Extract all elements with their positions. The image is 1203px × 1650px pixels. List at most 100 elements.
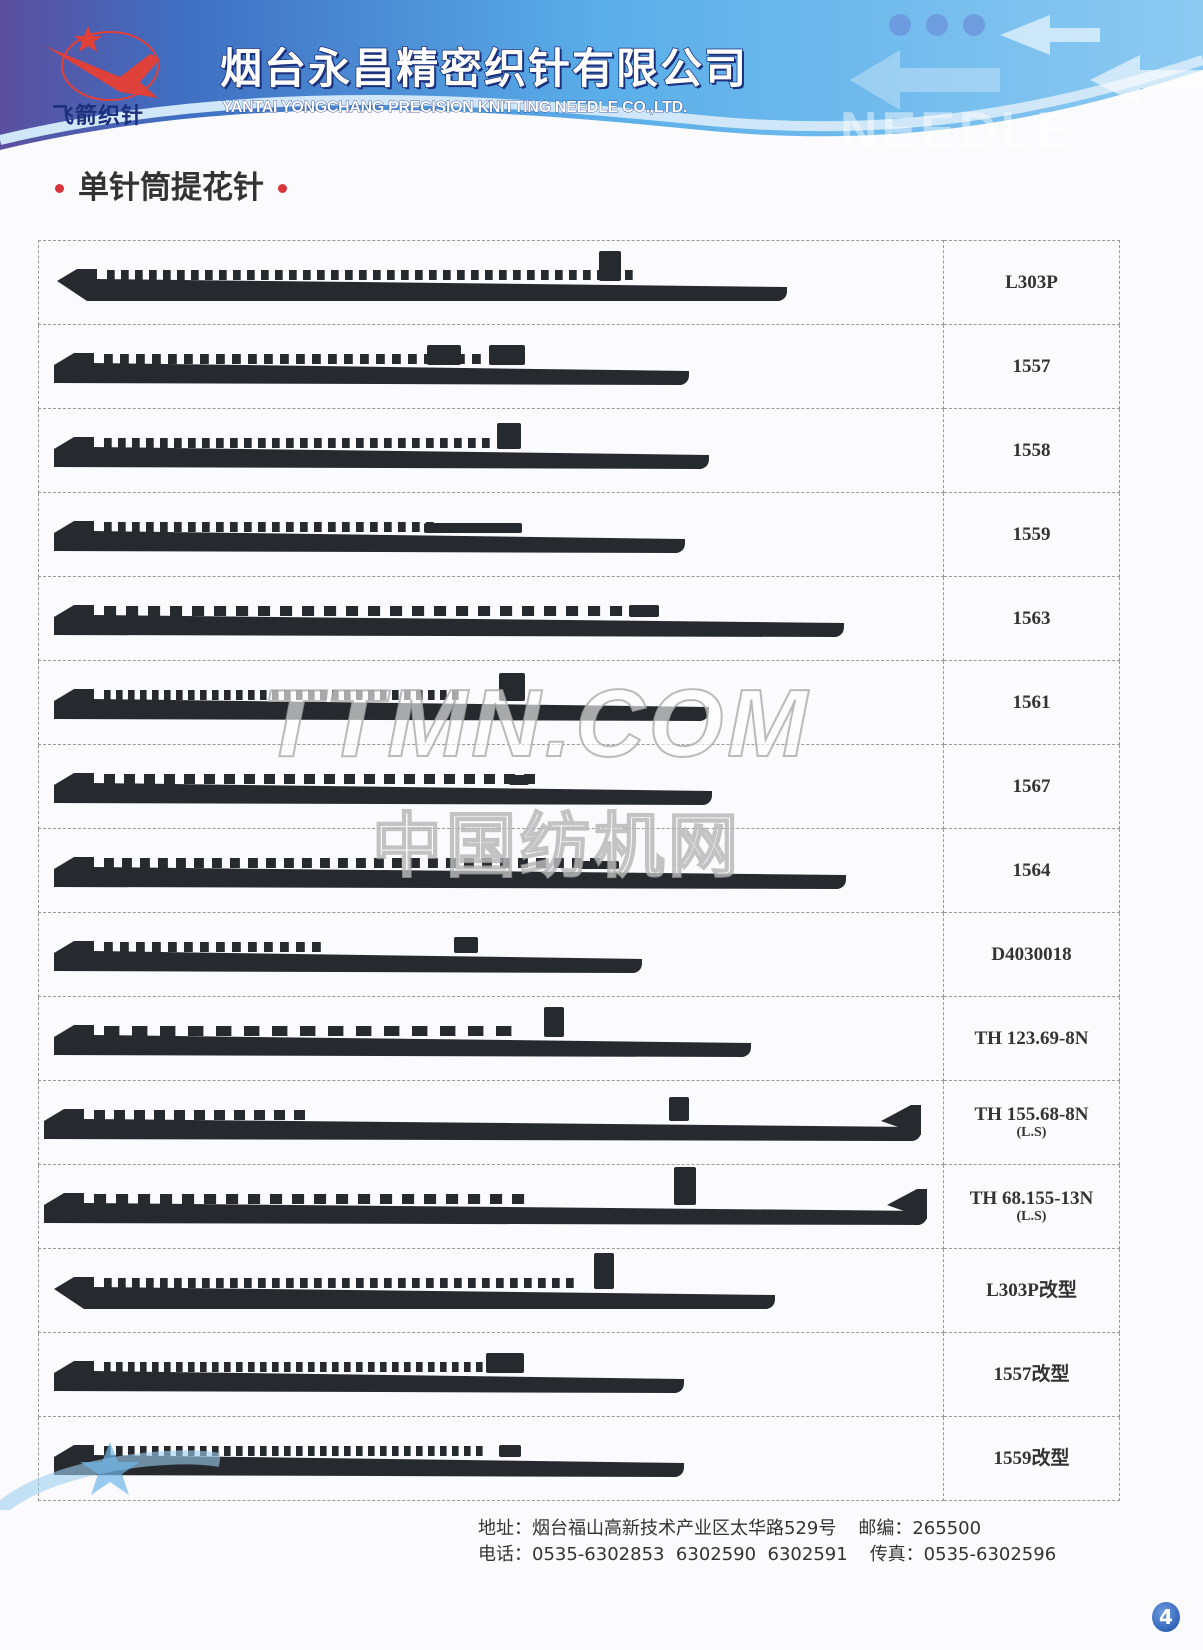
needle-shank: [57, 269, 787, 301]
needle-tooth: [471, 270, 479, 280]
needle-butt: [499, 1445, 521, 1457]
needle-tooth: [583, 270, 591, 280]
needle-tooth: [332, 690, 339, 700]
model-number: 1561: [1012, 691, 1051, 713]
needle-tooth: [104, 858, 114, 868]
needle-drawing: [54, 673, 709, 721]
needle-tooth: [401, 270, 409, 280]
needle-shank: [54, 773, 712, 805]
needle-tooth: [398, 522, 406, 532]
needle-butt: [424, 523, 522, 533]
needle-tooth: [408, 354, 417, 364]
needle-tooth: [104, 1362, 111, 1372]
needle-tooth: [132, 522, 140, 532]
needle-tooth: [544, 606, 557, 616]
needle-tooth: [188, 438, 196, 448]
needle-tooth: [513, 270, 521, 280]
needle-tooth: [184, 774, 195, 784]
needle-tooth: [134, 1110, 145, 1120]
needle-tooth: [512, 1194, 525, 1204]
needle-tooth: [224, 1446, 231, 1456]
table-row: 1559: [38, 492, 1120, 577]
needle-tooth: [248, 690, 255, 700]
needle-tooth: [136, 942, 145, 952]
needle-tooth: [120, 942, 129, 952]
needle-tooth: [303, 270, 311, 280]
needle-tooth: [160, 438, 168, 448]
needle-tooth: [314, 1194, 327, 1204]
needle-tooth: [328, 354, 337, 364]
model-number: 1564: [1012, 859, 1051, 881]
needle-tooth: [416, 1362, 423, 1372]
needle-tooth: [286, 438, 294, 448]
needle-tooth: [104, 1026, 120, 1036]
footer-contact: 地址：烟台福山高新技术产业区太华路529号 邮编：265500 电话：0535-6…: [478, 1516, 1078, 1568]
needle-tooth: [314, 522, 322, 532]
needle-tooth: [342, 438, 350, 448]
needle-tooth: [132, 1026, 148, 1036]
needle-tooth: [312, 942, 321, 952]
needle-tooth: [177, 270, 185, 280]
needle-tooth: [296, 354, 305, 364]
needle-tooth: [194, 858, 204, 868]
model-cell: 1561: [943, 660, 1120, 745]
needle-tooth: [224, 1362, 231, 1372]
needle-tooth: [356, 1446, 363, 1456]
needle-image-cell: [38, 1332, 944, 1417]
needle-tooth: [384, 774, 395, 784]
needle-image-cell: [38, 660, 944, 745]
footer-address: 地址：烟台福山高新技术产业区太华路529号: [478, 1518, 837, 1539]
needle-tooth: [342, 522, 350, 532]
needle-shank: [54, 1361, 684, 1393]
needle-tooth: [284, 774, 295, 784]
needle-tooth: [440, 1278, 448, 1288]
needle-tooth: [300, 1026, 316, 1036]
needle-tooth: [496, 1278, 504, 1288]
needle-tooth: [152, 690, 159, 700]
needle-tooth: [230, 438, 238, 448]
table-row: D4030018: [38, 912, 1120, 997]
needle-tooth: [342, 1278, 350, 1288]
needle-tooth: [152, 1362, 159, 1372]
needle-tooth: [308, 690, 315, 700]
needle-tooth: [254, 1110, 265, 1120]
needle-butt: [599, 251, 621, 281]
model-cell: L303P: [943, 240, 1120, 325]
needle-tooth: [440, 1362, 447, 1372]
needle-tooth: [188, 522, 196, 532]
needle-tooth: [188, 1026, 204, 1036]
needle-shank: [54, 1277, 775, 1309]
table-row: L303P改型: [38, 1248, 1120, 1333]
needle-tooth: [404, 690, 411, 700]
needle-tooth: [216, 354, 225, 364]
needle-tooth: [244, 1026, 260, 1036]
needle-tooth: [244, 774, 255, 784]
needle-shank: [54, 437, 709, 469]
needle-tooth: [452, 1362, 459, 1372]
needle-shank: [44, 1193, 927, 1225]
needle-tooth: [121, 270, 129, 280]
needle-shank: [54, 1445, 684, 1477]
needle-tooth: [272, 522, 280, 532]
needle-tooth: [275, 270, 283, 280]
needle-tooth: [320, 858, 330, 868]
model-number: 1558: [1012, 439, 1051, 461]
model-number: 1567: [1012, 775, 1051, 797]
needle-tooth: [356, 1026, 372, 1036]
model-number: L303P: [1005, 271, 1058, 293]
needle-drawing: [54, 937, 642, 973]
needle-tooth: [464, 774, 475, 784]
needle-tooth: [320, 690, 327, 700]
needle-tooth: [392, 1362, 399, 1372]
table-row: TH 155.68-8N (L.S): [38, 1080, 1120, 1165]
needle-tooth: [485, 270, 493, 280]
needle-tooth: [146, 438, 154, 448]
table-row: TH 123.69-8N: [38, 996, 1120, 1081]
needle-tooth: [234, 1110, 245, 1120]
needle-tooth: [158, 858, 168, 868]
needle-tooth: [464, 1362, 471, 1372]
needle-tooth: [184, 942, 193, 952]
needle-tooth: [392, 354, 401, 364]
needle-tooth: [164, 774, 175, 784]
needle-tooth: [216, 942, 225, 952]
